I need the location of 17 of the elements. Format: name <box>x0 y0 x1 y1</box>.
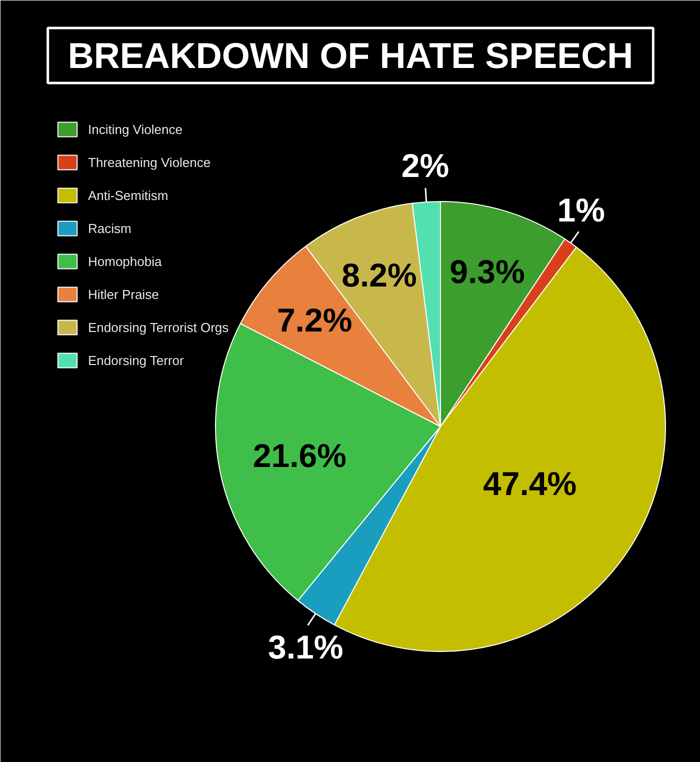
legend-label: Endorsing Terror <box>88 352 184 369</box>
data-label: 1% <box>557 191 605 228</box>
data-label: 7.2% <box>276 301 352 338</box>
data-label: 3.1% <box>268 628 344 666</box>
chart-title: BREAKDOWN OF HATE SPEECH <box>68 35 634 76</box>
legend-label: Threatening Violence <box>88 154 211 171</box>
legend-label: Inciting Violence <box>88 120 182 138</box>
data-label: 8.2% <box>342 256 417 294</box>
data-label: 2% <box>401 146 450 184</box>
data-label: 9.3% <box>450 253 525 290</box>
data-label: 21.6% <box>252 437 346 474</box>
legend-label: Hitler Praise <box>88 286 159 303</box>
legend-label: Anti-Semitism <box>88 186 168 204</box>
legend-label: Endorsing Terrorist Orgs <box>88 318 229 336</box>
legend-label: Homophobia <box>88 252 162 270</box>
legend-label: Racism <box>88 220 132 237</box>
data-label: 47.4% <box>483 465 577 502</box>
